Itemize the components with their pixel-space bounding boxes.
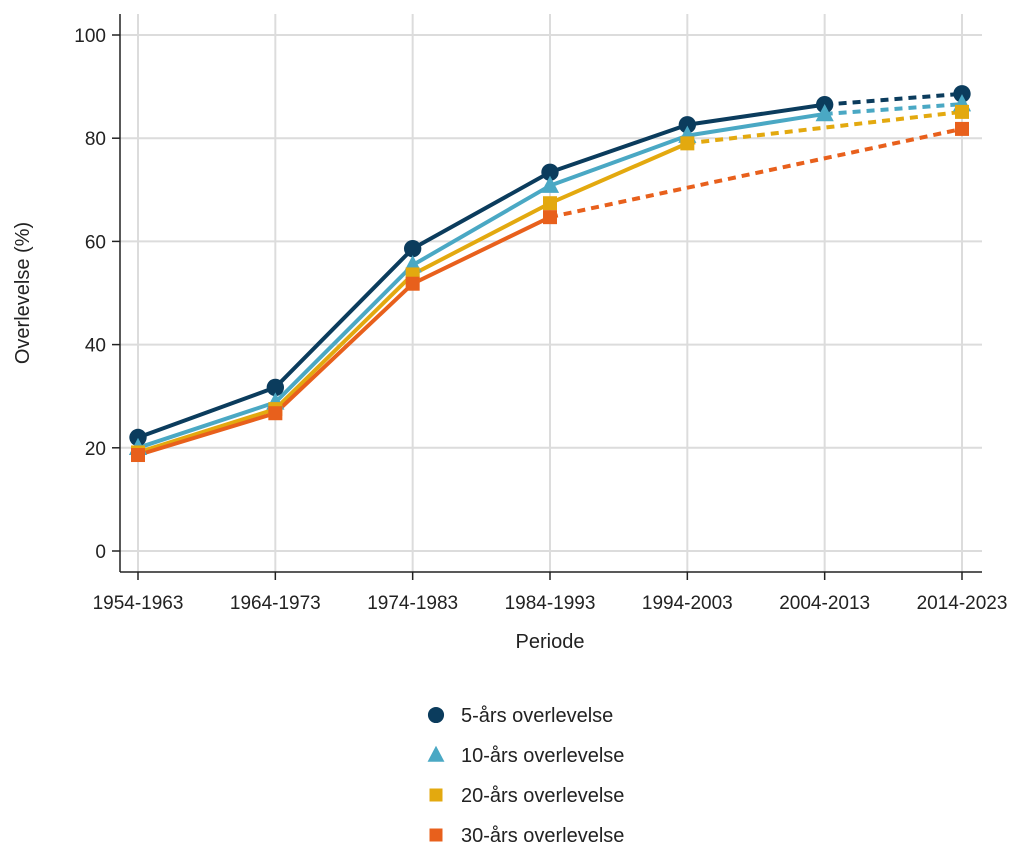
series-3-point [955, 104, 969, 119]
series-2-line [136, 111, 827, 450]
gridlines [120, 14, 982, 572]
series-4-point [543, 210, 557, 225]
series-3-projection-line [687, 109, 963, 146]
series-4-point [955, 121, 969, 136]
y-axis-title: Overlevelse (%) [12, 222, 34, 364]
axes: 0 20 40 60 80 100 1954-1963 1964-1973 1974-1983 1… [74, 14, 1007, 614]
series-4-projection-line [549, 126, 963, 220]
legend-marker-3 [429, 788, 443, 802]
series-2-point [815, 103, 834, 122]
y-tick-label: 20 [85, 439, 106, 460]
y-tick-label: 0 [95, 542, 106, 563]
legend-label-1: 5-års overlevelse [461, 705, 613, 727]
series-4-point [131, 448, 145, 463]
legend-label-3: 20-års overlevelse [461, 785, 624, 807]
series-1-point [541, 163, 559, 181]
series-1-point [266, 378, 285, 397]
x-tick-label: 1984-1993 [505, 593, 596, 614]
series-3-point [680, 136, 695, 151]
y-tick-label: 100 [74, 26, 106, 47]
series-4-line [136, 215, 552, 458]
series-1-point [403, 239, 422, 258]
y-tick-label: 40 [85, 336, 106, 357]
legend-label-4: 30-års overlevelse [461, 825, 624, 846]
series-1-point [678, 116, 697, 134]
x-axis-title: Periode [516, 631, 585, 653]
series-1-point [129, 428, 147, 447]
legend-label-2: 10-års overlevelse [461, 745, 624, 767]
x-tick-label: 2014-2023 [917, 593, 1008, 614]
series-1-point [953, 85, 971, 103]
legend-marker-2 [427, 745, 445, 762]
series-1-line [136, 102, 827, 440]
series-4-point [405, 276, 420, 291]
x-tick-label: 2004-2013 [779, 593, 870, 614]
y-tick-label: 60 [85, 232, 106, 253]
legend-marker-4 [429, 828, 443, 842]
x-tick-label: 1974-1983 [367, 593, 458, 614]
legend: 5-års overlevelse 10-års overlevelse 20-år… [427, 705, 624, 846]
legend-marker-1 [427, 706, 445, 724]
series-3-point [543, 196, 557, 211]
series-1-projection-line [824, 91, 963, 107]
series-2-point [540, 175, 560, 193]
series-lines [136, 91, 963, 458]
x-tick-label: 1964-1973 [230, 593, 321, 614]
series-4-point [268, 406, 283, 421]
series-markers [128, 85, 972, 463]
x-tick-label: 1994-2003 [642, 593, 733, 614]
series-2-projection-line [824, 102, 963, 116]
x-tick-label: 1954-1963 [93, 593, 184, 614]
y-tick-label: 80 [85, 129, 106, 150]
